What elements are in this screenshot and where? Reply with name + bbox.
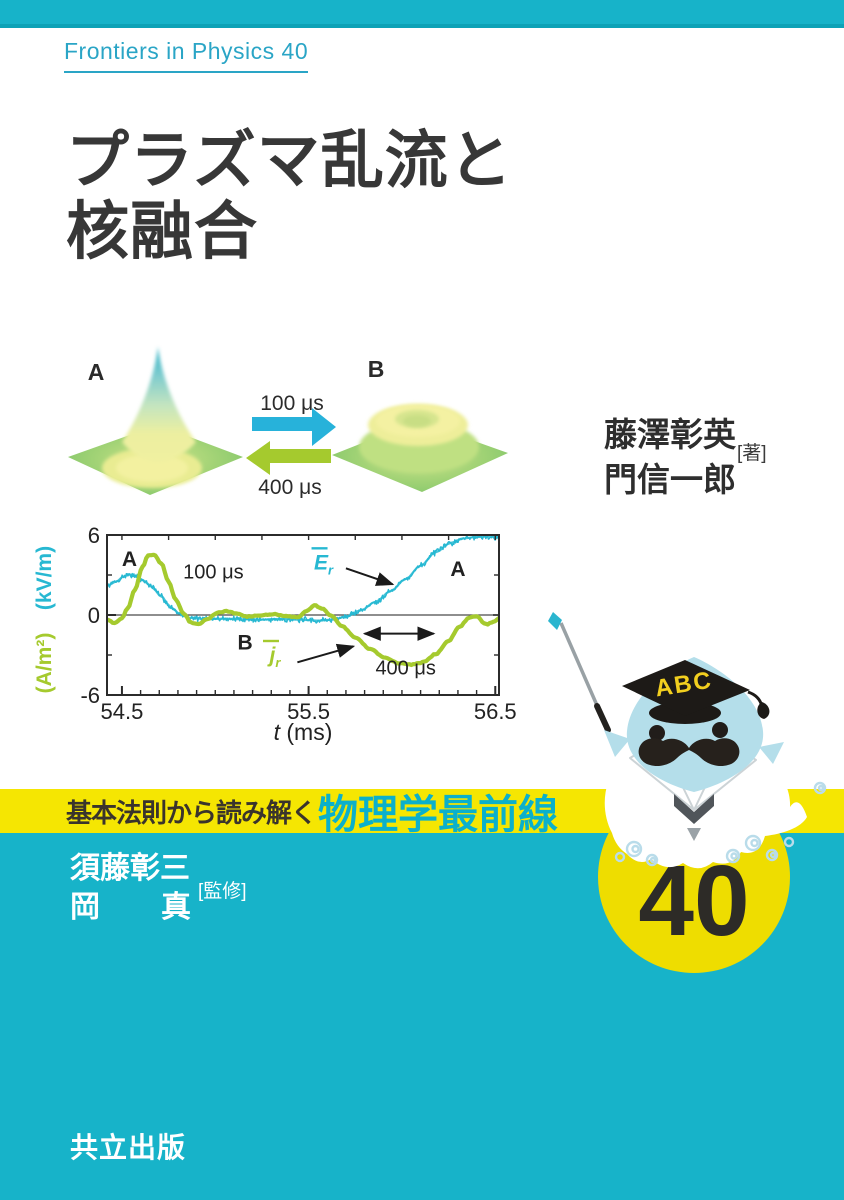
mascot-bow bbox=[674, 794, 714, 841]
mascot-eye-right bbox=[712, 722, 728, 738]
supervisor-name-2-first: 岡 bbox=[70, 891, 100, 924]
surface-label-a: A bbox=[88, 359, 105, 385]
backward-time-label: 400 μs bbox=[258, 476, 321, 499]
pointer-tip-icon bbox=[548, 612, 562, 630]
svg-text:(kV/m): (kV/m) bbox=[33, 546, 56, 610]
banner-prefix: 基本法則から読み解く bbox=[66, 797, 317, 828]
backward-arrow-icon bbox=[246, 441, 331, 475]
svg-text:0: 0 bbox=[88, 603, 100, 628]
cap-tassel-icon bbox=[757, 702, 770, 719]
author-name-2: 門信一郎 bbox=[604, 461, 736, 498]
mascot-eye-left bbox=[649, 725, 665, 741]
svg-text:100 μs: 100 μs bbox=[183, 562, 243, 584]
robe-swirl-decorations bbox=[614, 781, 827, 867]
svg-text:Er: Er bbox=[314, 551, 334, 577]
svg-text:56.5: 56.5 bbox=[474, 699, 517, 724]
svg-text:jr: jr bbox=[267, 644, 282, 670]
supervisor-name-2: 岡 真 bbox=[70, 888, 191, 927]
mascot-arm-left bbox=[604, 730, 630, 757]
book-title-line2: 核融合 bbox=[66, 197, 258, 267]
supervisor-name-1: 須藤彰三 bbox=[70, 852, 190, 885]
banner-series-name: 物理学最前線 bbox=[318, 793, 559, 837]
svg-text:55.5: 55.5 bbox=[287, 699, 330, 724]
surface-label-b: B bbox=[368, 356, 385, 382]
svg-text:B: B bbox=[238, 631, 253, 654]
svg-text:-6: -6 bbox=[80, 683, 100, 708]
author-role: [著] bbox=[737, 443, 767, 464]
top-band-edge bbox=[0, 24, 844, 28]
svg-text:6: 6 bbox=[88, 525, 100, 548]
svg-text:A: A bbox=[450, 558, 465, 581]
surface-plot-a bbox=[68, 347, 243, 495]
svg-text:t (ms): t (ms) bbox=[274, 719, 333, 745]
supervisors-block: 須藤彰三 岡 真 bbox=[70, 849, 191, 927]
publisher-name: 共立出版 bbox=[70, 1133, 187, 1164]
top-band bbox=[0, 0, 844, 24]
svg-text:(A/m²): (A/m²) bbox=[33, 633, 56, 694]
author-name-1: 藤澤彰英 bbox=[604, 416, 736, 453]
mascot: ABC bbox=[548, 612, 827, 869]
forward-arrow-icon bbox=[252, 408, 336, 446]
svg-text:54.5: 54.5 bbox=[101, 699, 144, 724]
svg-text:A: A bbox=[122, 548, 137, 571]
graduation-cap: ABC bbox=[622, 660, 770, 724]
svg-text:400 μs: 400 μs bbox=[375, 658, 435, 680]
chart-svg: 54.5 55.5 56.5 6 0 -6 t (ms) (kV/m) (A/m²) A 100 μ… bbox=[33, 525, 517, 745]
book-title: プラズマ乱流と 核融合 bbox=[66, 126, 513, 268]
forward-time-label: 100 μs bbox=[260, 392, 323, 415]
series-label: Frontiers in Physics 40 bbox=[64, 38, 309, 73]
book-title-line1: プラズマ乱流と bbox=[66, 126, 513, 196]
mascot-mustache bbox=[638, 738, 740, 767]
supervisor-name-2-last: 真 bbox=[161, 891, 191, 924]
surface-plot-b bbox=[332, 404, 508, 492]
surface-figure: A B 100 μs 400 μs bbox=[68, 347, 508, 499]
authors-block: 藤澤彰英 門信一郎 bbox=[604, 412, 736, 502]
supervisor-role: [監修] bbox=[198, 881, 247, 902]
mascot-arm-right bbox=[759, 742, 784, 764]
pointer-stick bbox=[548, 612, 611, 733]
